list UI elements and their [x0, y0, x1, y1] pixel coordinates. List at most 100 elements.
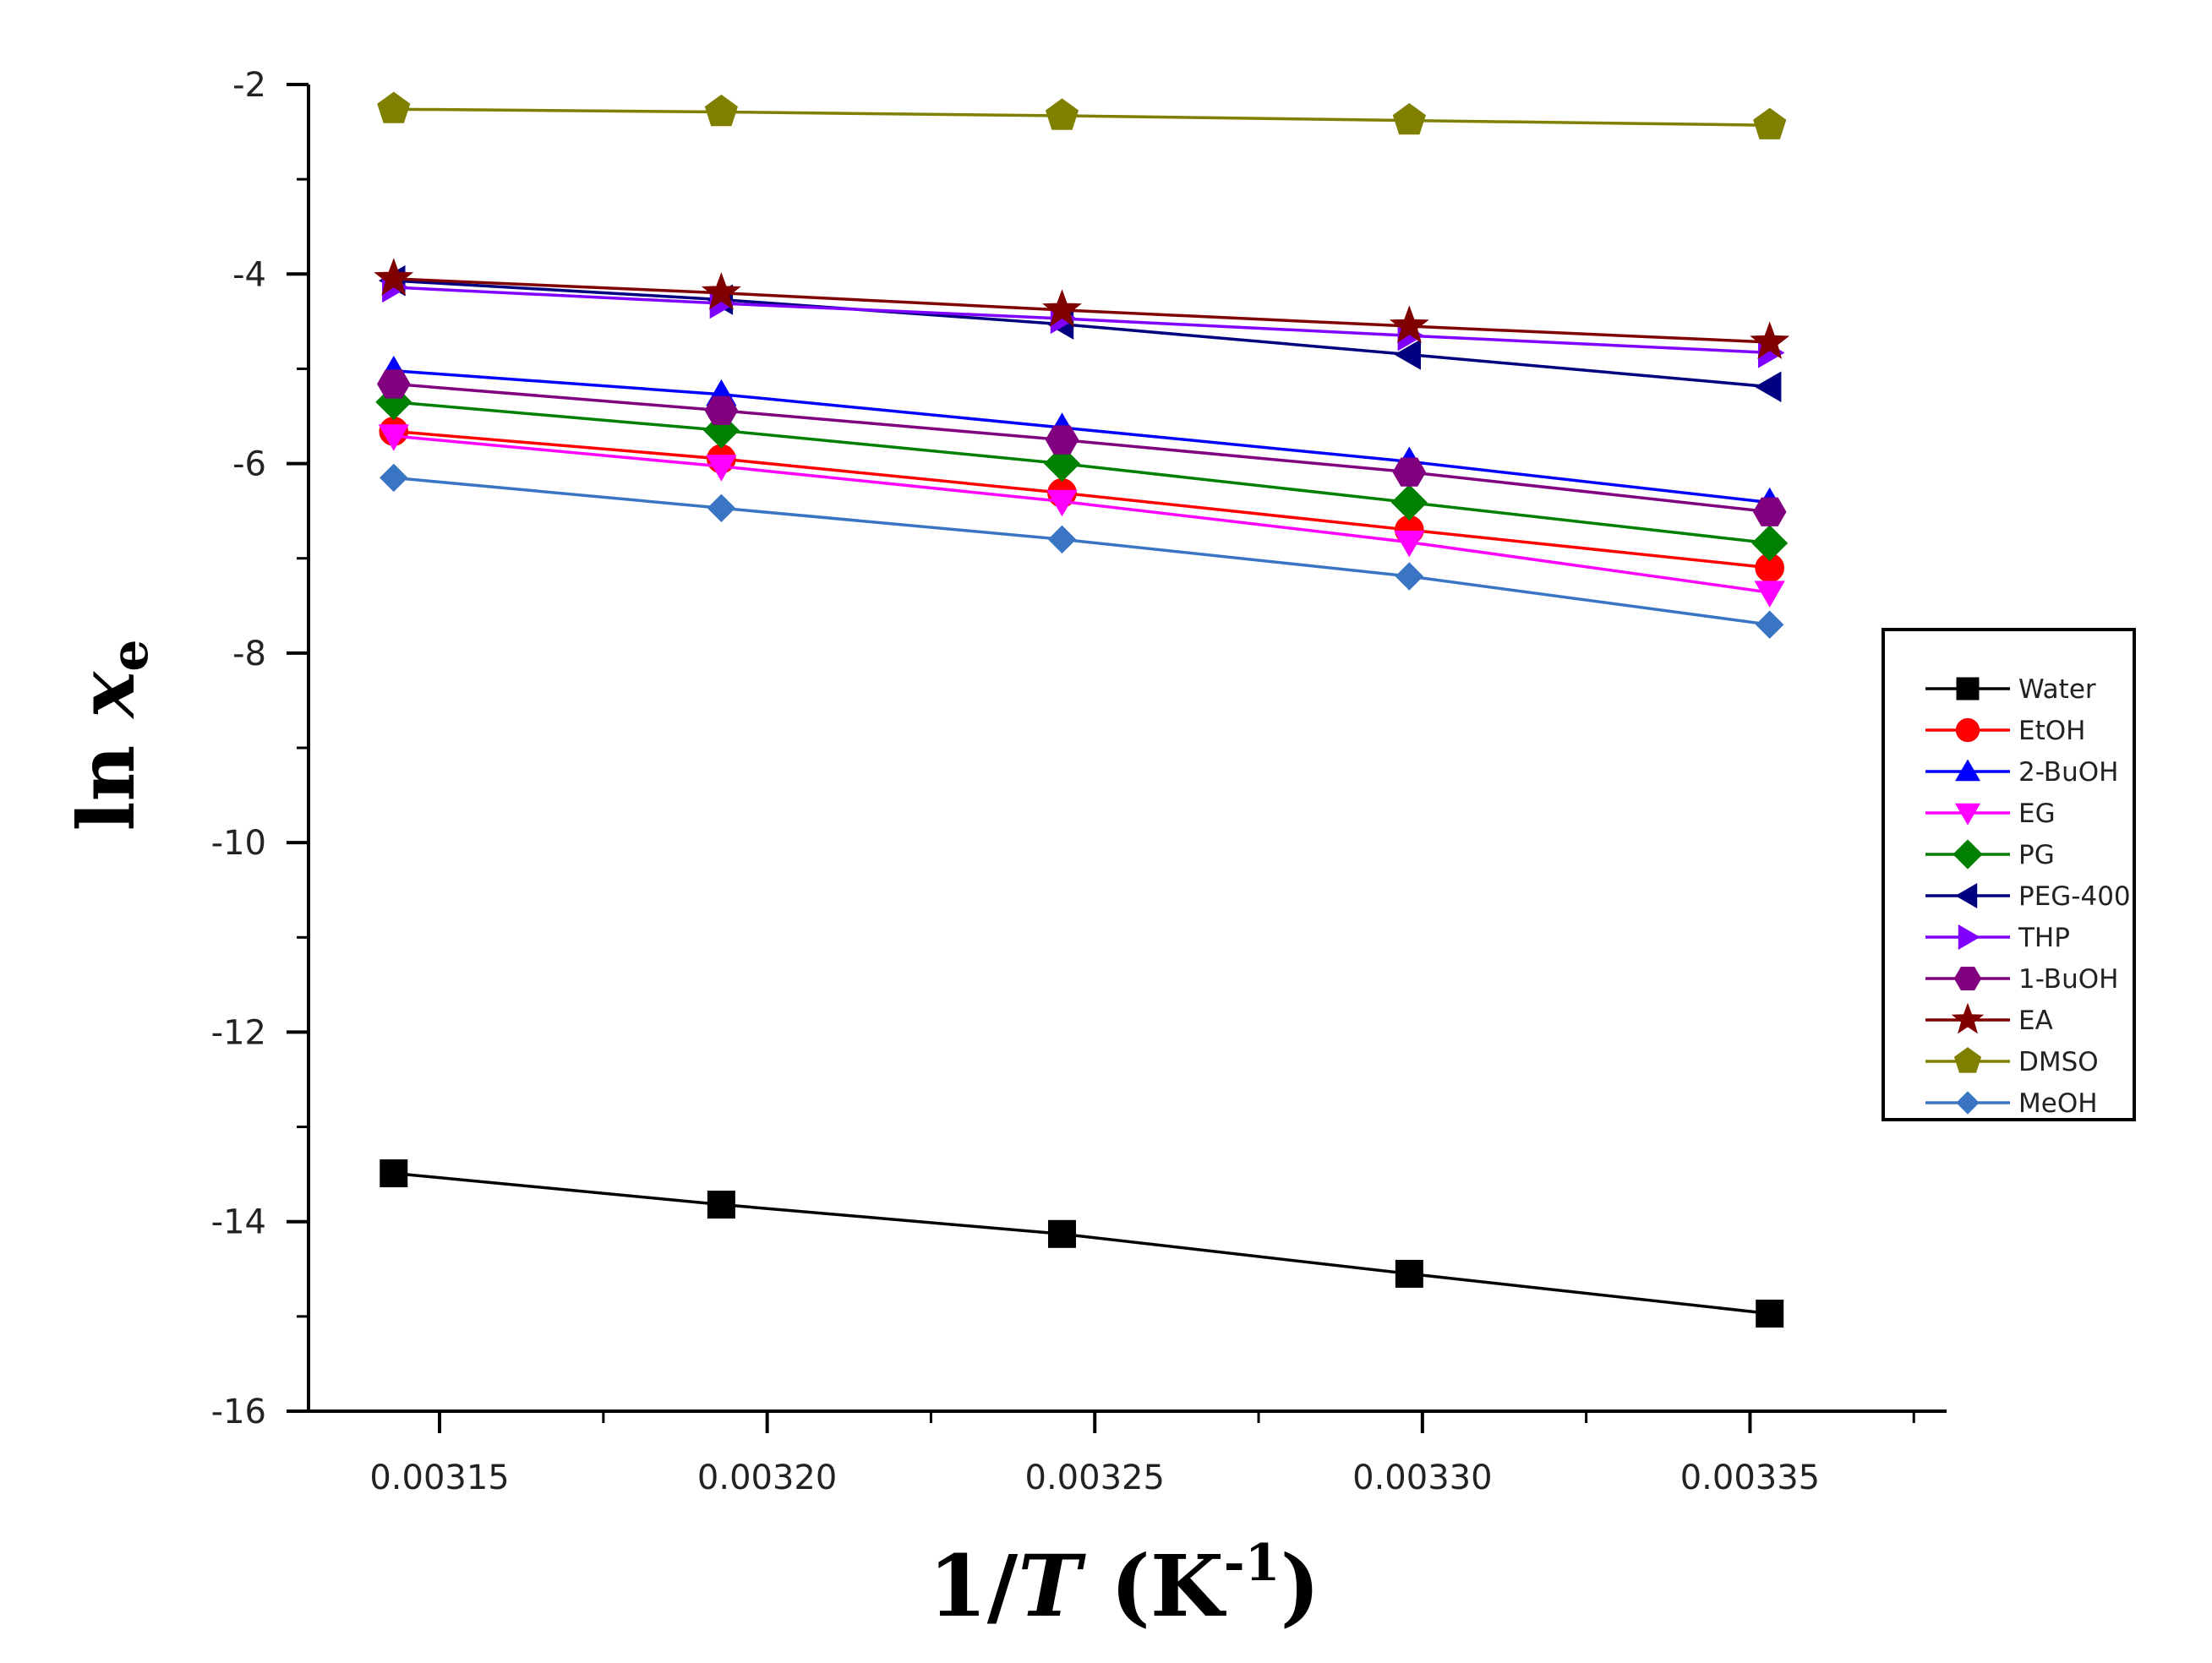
legend-marker-pg: [1953, 839, 1983, 870]
series-line-ea: [393, 277, 1770, 344]
point-dmso-0: [377, 91, 411, 123]
point-peg-400-3: [1394, 339, 1421, 370]
legend-marker-water: [1956, 677, 1980, 701]
legend-item-1-buoh: 1-BuOH: [1925, 964, 2118, 995]
point-1-buoh-2: [1045, 425, 1079, 455]
point-meoh-4: [1755, 610, 1784, 639]
series-line-water: [393, 1171, 1770, 1316]
legend-item-meoh: MeOH: [1925, 1088, 2098, 1119]
legend-marker-etoh: [1955, 717, 1980, 743]
y-tick-label-6: -4: [232, 255, 266, 294]
point-eg-0: [378, 424, 409, 451]
point-1-buoh-0: [377, 369, 411, 399]
x-axis-title-prefix: 1/: [928, 1536, 1019, 1636]
point-pg-0: [375, 384, 412, 421]
x-tick-label-0: 0.00315: [369, 1459, 509, 1497]
point-water-0: [380, 1159, 408, 1188]
point-water-1: [707, 1191, 735, 1219]
x-axis-title-unit-close: ): [1280, 1536, 1319, 1636]
point-ea-3: [1389, 305, 1429, 343]
legend-item-water: Water: [1925, 674, 2096, 705]
point-ea-2: [1042, 289, 1082, 327]
point-pg-3: [1390, 484, 1428, 521]
point-ea-4: [1750, 321, 1790, 359]
legend-marker-dmso: [1953, 1047, 1982, 1073]
legend-marker-thp: [1958, 924, 1980, 950]
legend-item-peg-400: PEG-400: [1925, 881, 2131, 912]
x-tick-label-3: 0.00330: [1352, 1459, 1492, 1497]
legend: Water EtOH 2-BuOH EG PG PEG-400 THP 1-BuOH EA DMS…: [1882, 628, 2136, 1121]
point-meoh-0: [380, 463, 408, 493]
legend-item-etoh: EtOH: [1925, 716, 2085, 746]
point-eg-3: [1394, 530, 1425, 558]
series-line-thp: [393, 286, 1770, 355]
legend-item-thp: THP: [1925, 923, 2070, 953]
point-dmso-1: [704, 94, 738, 127]
point-water-2: [1047, 1219, 1076, 1248]
series-line-meoh: [393, 476, 1770, 626]
legend-item-2-buoh: 2-BuOH: [1925, 757, 2118, 788]
legend-label-water: Water: [2018, 674, 2096, 705]
point-pg-2: [1043, 445, 1081, 483]
series-dmso: [377, 91, 1787, 139]
point-meoh-1: [707, 493, 736, 523]
x-tick-label-2: 0.00325: [1025, 1459, 1165, 1497]
legend-marker-eg: [1955, 803, 1980, 826]
point-dmso-4: [1753, 107, 1787, 139]
y-tick-label-7: -2: [232, 66, 266, 105]
legend-marker-1-buoh: [1953, 967, 1982, 990]
legend-marker-meoh: [1956, 1091, 1980, 1115]
legend-item-pg: PG: [1925, 839, 2055, 870]
legend-item-ea: EA: [1925, 1002, 2053, 1036]
point-water-3: [1395, 1259, 1423, 1288]
legend-marker-peg-400: [1955, 883, 1978, 908]
series-line-dmso: [393, 107, 1770, 127]
legend-label-eg: EG: [2018, 799, 2056, 829]
legend-item-eg: EG: [1925, 799, 2056, 829]
y-tick-label-2: -12: [211, 1013, 266, 1052]
y-tick-label-4: -8: [232, 635, 266, 673]
legend-label-meoh: MeOH: [2018, 1088, 2098, 1119]
point-pg-4: [1751, 525, 1789, 562]
point-dmso-2: [1045, 98, 1079, 130]
legend-box: [1882, 628, 2136, 1121]
point-1-buoh-4: [1752, 497, 1787, 526]
y-axis-title-prefix: ln: [61, 718, 152, 832]
point-ea-1: [701, 272, 741, 310]
legend-label-ea: EA: [2018, 1006, 2053, 1036]
series-water: [380, 1159, 1784, 1328]
legend-marker-2-buoh: [1955, 759, 1980, 782]
series-1-buoh: [377, 369, 1787, 526]
series-ea: [374, 258, 1790, 359]
point-peg-400-4: [1754, 371, 1782, 402]
series-line-etoh: [393, 429, 1770, 570]
point-eg-2: [1046, 489, 1078, 517]
legend-label-thp: THP: [2018, 923, 2070, 953]
legend-label-etoh: EtOH: [2018, 716, 2085, 746]
legend-label-pg: PG: [2018, 840, 2055, 870]
legend-label-2-buoh: 2-BuOH: [2018, 757, 2118, 788]
y-axis-title-sub: e: [101, 640, 160, 672]
series-group: [374, 91, 1790, 1328]
y-axis-title-var: x: [61, 671, 152, 720]
y-tick-label-1: -14: [211, 1203, 266, 1242]
y-axis: -16 -14 -12 -10 -8 -6 -4 -2: [211, 66, 310, 1431]
point-meoh-3: [1395, 562, 1424, 591]
series-line-pg: [393, 400, 1770, 545]
series-line-2-buoh: [393, 368, 1770, 504]
point-ea-0: [374, 258, 414, 296]
series-eg: [378, 424, 1785, 608]
point-1-buoh-3: [1392, 457, 1427, 487]
x-axis-title-unit-open: (K: [1081, 1536, 1226, 1636]
x-tick-label-1: 0.00320: [697, 1459, 837, 1497]
y-axis-title: ln xe: [61, 640, 160, 832]
legend-label-1-buoh: 1-BuOH: [2018, 964, 2118, 995]
legend-item-dmso: DMSO: [1925, 1047, 2099, 1077]
series-meoh: [380, 463, 1784, 639]
legend-label-peg-400: PEG-400: [2018, 881, 2131, 912]
series-line-eg: [393, 434, 1770, 594]
x-axis: 0.00315 0.00320 0.00325 0.00330 0.00335: [309, 1409, 1947, 1497]
point-dmso-3: [1392, 102, 1426, 135]
point-eg-4: [1754, 581, 1785, 608]
